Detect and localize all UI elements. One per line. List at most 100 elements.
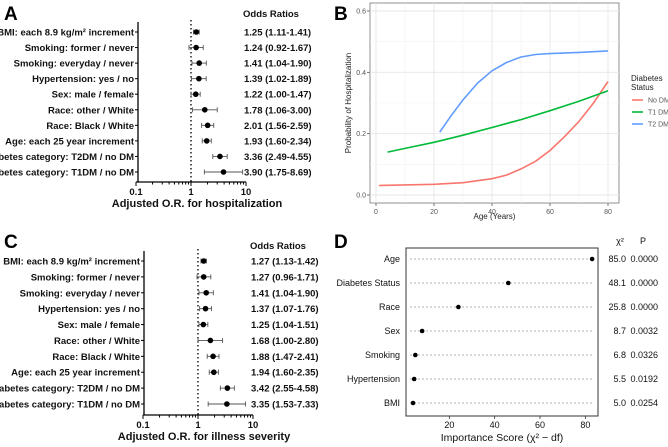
row-label: Diabetes Status [336,278,400,288]
dot-row: Sex 8.7 0.0032 [384,326,658,336]
chi2-value: 5.5 [613,374,626,384]
chi2-value: 5.0 [613,398,626,408]
forest-row: BMI: each 8.9 kg/m² increment 1.25 (1.11-… [0,28,311,39]
line-chart-b: 0 20 40 60 80 0.0 0.2 0.4 0.6 Age (Years) Probabil… [344,2,668,221]
series-line-t1-dm [387,89,609,153]
row-label: Race: other / White [48,105,134,116]
y-tick-label: 0.0 [356,193,366,200]
p-value: 0.0032 [630,326,658,336]
odds-ratio-value: 1.37 (1.07-1.76) [251,304,319,315]
p-value: 0.0000 [630,254,658,264]
point-estimate [220,169,227,175]
odds-ratio-value: 1.25 (1.04-1.51) [251,320,319,331]
x-tick-label: 20 [444,420,454,430]
dot-row: Diabetes Status 48.1 0.0000 [336,278,658,288]
odds-ratio-value: 1.27 (1.13-1.42) [251,257,319,268]
dot-row: Smoking 6.8 0.0326 [365,350,658,360]
forest-row: Smoking: everyday / never 1.41 (1.04-1.90… [14,59,312,70]
point-estimate [192,91,199,98]
legend-label: T2 DM [648,122,668,129]
x-tick-label: 40 [490,420,500,430]
y-axis-label: Probability of Hospitalization [344,53,353,154]
x-tick-label: 10 [248,420,259,431]
x-tick-label: 60 [535,420,545,430]
chi2-value: 48.1 [608,278,626,288]
importance-point [505,280,511,286]
forest-row: Diabetes category: T2DM / no DM 3.36 (2.4… [0,152,312,163]
odds-ratio-value: 3.35 (1.53-7.33) [251,400,319,411]
chi2-header: χ² [616,236,624,246]
forest-row: Sex: male / female 1.22 (1.00-1.47) [52,90,312,101]
x-tick-label: 10 [241,187,252,198]
point-estimate [203,138,210,144]
odds-ratio-value: 1.27 (0.96-1.71) [251,272,319,283]
forest-row: Age: each 25 year increment 1.94 (1.60-2.… [11,368,318,379]
panel-label-b: B [334,4,348,25]
point-estimate [196,75,202,82]
row-label: Smoking: everyday / never [14,59,135,70]
odds-ratio-value: 1.24 (0.92-1.67) [244,43,312,54]
x-tick-label: 60 [546,209,554,216]
importance-point [410,400,416,406]
point-estimate [210,353,216,360]
p-value: 0.0192 [630,374,658,384]
point-estimate [196,60,203,66]
y-tick-label: 0.6 [356,9,366,16]
p-header: P [640,236,646,246]
row-label: Hypertension: yes / no [32,74,134,85]
row-label: BMI: each 8.9 kg/m² increment [3,257,141,268]
x-tick-label: 80 [604,209,612,216]
row-label: Sex: male / female [52,90,134,101]
y-tick-label: 0.4 [356,70,366,77]
dot-row: Race 25.8 0.0000 [379,302,658,312]
x-tick-label: 1 [195,420,201,431]
legend-label: No DM [648,98,668,105]
x-axis-label: Importance Score (χ² − df) [441,432,564,444]
forest-row: Diabetes category: T1DM / no DM 3.90 (1.7… [0,168,312,179]
forest-row: Race: Black / White 2.01 (1.56-2.59) [46,121,311,132]
x-axis-label: Age (Years) [474,212,516,221]
odds-ratio-value: 1.78 (1.06-3.00) [244,105,312,116]
row-label: Age: each 25 year increment [11,368,141,379]
row-label: Smoking: former / never [31,272,141,283]
x-tick-label: 0 [374,209,378,216]
forest-row: Diabetes category: T1DM / no DM 3.35 (1.5… [0,400,319,411]
odds-ratio-value: 3.42 (2.55-4.58) [251,384,319,395]
odds-ratio-value: 3.90 (1.75-8.69) [244,168,312,179]
odds-ratio-value: 1.88 (1.47-2.41) [251,352,319,363]
forest-row: BMI: each 8.9 kg/m² increment 1.27 (1.13-… [3,257,318,268]
x-tick-label: 80 [580,420,590,430]
row-label: Diabetes category: T1DM / no DM [0,400,140,411]
odds-ratio-value: 1.25 (1.11-1.41) [244,28,311,39]
forest-row: Diabetes category: T2DM / no DM 3.42 (2.5… [0,384,319,395]
odds-ratio-value: 1.39 (1.02-1.89) [244,74,312,85]
row-label: Age [384,254,400,264]
forest-row: Sex: male / female 1.25 (1.04-1.51) [58,320,319,331]
importance-point [413,352,418,358]
point-estimate [204,122,211,129]
series-line-t2-dm [439,50,609,133]
forest-row: Smoking: everyday / never 1.41 (1.04-1.90… [20,288,319,299]
odds-ratio-value: 1.41 (1.04-1.90) [251,288,319,299]
row-label: Hypertension: yes / no [38,304,140,315]
forest-row: Age: each 25 year increment 1.93 (1.60-2.… [5,136,311,147]
dot-row: BMI 5.0 0.0254 [384,398,658,408]
point-estimate [201,106,208,113]
point-estimate [224,401,230,407]
x-tick-label: 0.1 [129,187,143,198]
row-label: BMI: each 8.9 kg/m² increment [0,28,135,39]
p-value: 0.0326 [630,350,658,360]
row-label: Hypertension [347,374,400,384]
x-tick-label: 1 [188,187,194,198]
odds-ratios-header: Odds Ratios [243,9,299,20]
odds-ratio-value: 1.68 (1.00-2.80) [251,336,319,347]
row-label: Sex: male / female [58,320,140,331]
x-axis-label: Adjusted O.R. for hospitalization [112,198,283,210]
importance-point [456,304,461,310]
forest-row: Race: other / White 1.78 (1.06-3.00) [48,105,312,116]
row-label: Diabetes category: T2DM / no DM [0,384,140,395]
row-label: Race: other / White [54,336,140,347]
dot-row: Age 85.0 0.0000 [384,254,658,264]
series-line-no-dm [378,81,609,187]
